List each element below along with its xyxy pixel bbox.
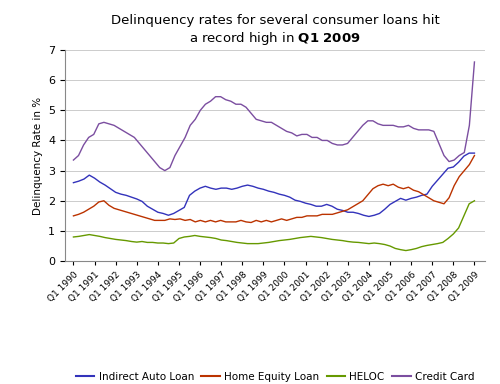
Title: Delinquency rates for several consumer loans hit
a record high in $\mathbf{Q1\ 2: Delinquency rates for several consumer l… — [110, 14, 440, 46]
Legend: Indirect Auto Loan, Home Equity Loan, HELOC, Credit Card: Indirect Auto Loan, Home Equity Loan, HE… — [72, 368, 478, 384]
Y-axis label: Delinquency Rate in %: Delinquency Rate in % — [32, 96, 42, 215]
